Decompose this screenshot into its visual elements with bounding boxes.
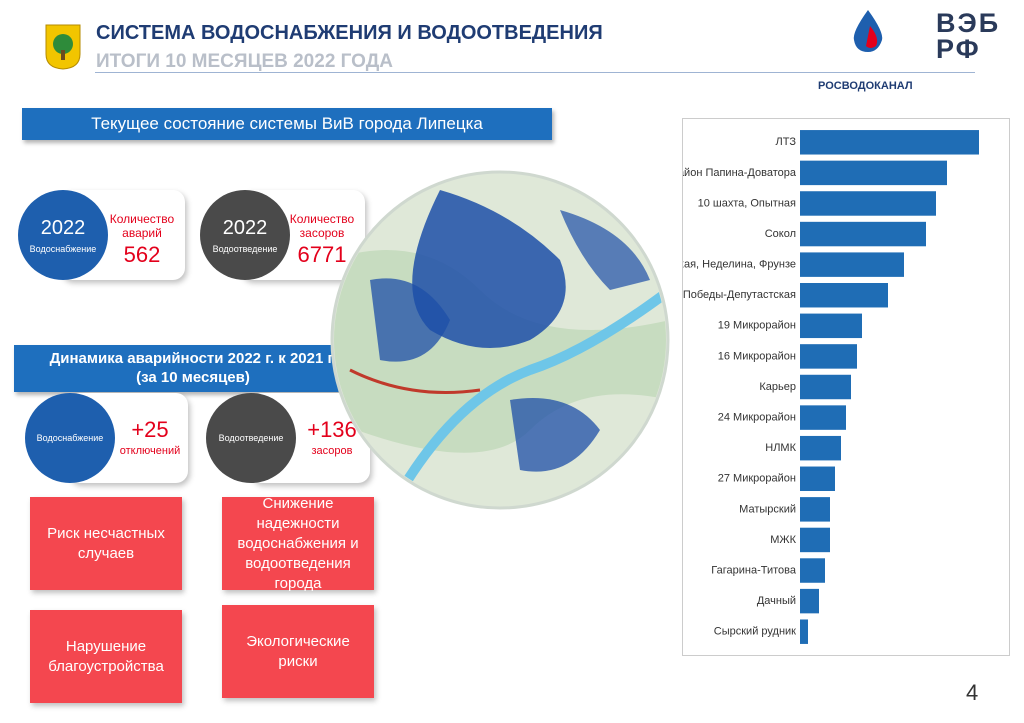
title: СИСТЕМА ВОДОСНАБЖЕНИЯ И ВОДООТВЕДЕНИЯ <box>96 22 603 44</box>
year: 2022 <box>222 216 268 239</box>
dynamics-value: +136 <box>307 417 357 442</box>
category-label: Сокол <box>765 228 796 240</box>
dynamics-circle: Водоотведение <box>206 393 296 483</box>
service: Водоснабжение <box>29 243 97 254</box>
bar <box>800 283 888 308</box>
bar <box>800 588 819 614</box>
stat-circle: 2022 Водоотведение <box>200 190 290 280</box>
service: Водоотведение <box>218 433 284 443</box>
bar <box>800 160 947 186</box>
bar <box>800 558 825 583</box>
category-label: 10 шахта, Опытная <box>698 197 796 209</box>
logo-text: РФ <box>936 34 981 64</box>
category-label: Гагарина-Титова <box>711 564 797 576</box>
bar <box>800 313 862 339</box>
coat-of-arms <box>45 24 81 70</box>
section-banner: Динамика аварийности 2022 г. к 2021 г. (з… <box>14 345 372 392</box>
service: Водоснабжение <box>36 433 104 443</box>
section-banner: Текущее состояние системы ВиВ города Лип… <box>22 108 552 140</box>
service: Водоотведение <box>212 243 278 254</box>
dynamics-unit: засоров <box>311 445 353 457</box>
dynamics-value: +25 <box>131 417 169 442</box>
stat-circle: 2022 Водоснабжение <box>18 190 108 280</box>
veb-logo: ВЭБ РФ <box>936 8 1001 64</box>
category-label: Дачный <box>757 595 796 607</box>
dynamics-unit: отключений <box>119 445 181 457</box>
bar <box>800 344 857 369</box>
dynamics-circle: Водоснабжение <box>25 393 115 483</box>
risk-box: Экологические риски <box>222 605 374 698</box>
stat-label: Количество засоров <box>289 212 355 240</box>
bar <box>800 619 808 644</box>
category-label: 19 Микрорайон <box>718 320 796 332</box>
category-label: Советская, Неделина, Фрунзе <box>683 259 796 271</box>
category-label: Сырский рудник <box>714 626 796 638</box>
bar <box>800 191 936 216</box>
risk-box: Снижение надежности водоснабжения и водо… <box>222 495 374 592</box>
category-label: Победы-Депутастская <box>683 289 796 301</box>
bar <box>800 130 979 155</box>
drop-logo <box>853 10 883 52</box>
bar <box>800 374 851 400</box>
bar <box>800 497 830 522</box>
bar-chart: ЛТЗ Район Папина-Доватора 10 шахта, Опытна… <box>643 130 979 644</box>
page-number: 4 <box>966 680 979 705</box>
category-label: Карьер <box>759 381 796 393</box>
risk-box: Нарушение благоустройства <box>30 610 182 703</box>
stat-value: 562 <box>123 242 161 267</box>
banner-line: Динамика аварийности 2022 г. к 2021 г. <box>49 350 337 367</box>
subtitle: ИТОГИ 10 МЕСЯЦЕВ 2022 ГОДА <box>96 51 393 72</box>
logo-text: ВЭБ <box>936 8 1001 38</box>
category-label: Матырский <box>739 503 796 515</box>
logo-text: РОСВОДОКАНАЛ <box>818 80 913 92</box>
map <box>330 170 670 510</box>
risk-box: Риск несчастных случаев <box>30 497 182 590</box>
stat-value: 6771 <box>297 242 347 267</box>
bar <box>800 435 841 461</box>
category-label: Район Папина-Доватора <box>683 167 797 179</box>
bar <box>800 527 830 553</box>
category-label: 16 Микрорайон <box>718 350 796 362</box>
category-label: 24 Микрорайон <box>718 411 796 423</box>
chart-panel: ЛТЗ Район Папина-Доватора 10 шахта, Опытна… <box>643 118 1010 656</box>
bar <box>800 252 904 277</box>
stat-label: Количество аварий <box>109 212 175 240</box>
banner-line: (за 10 месяцев) <box>136 369 250 386</box>
category-label: НЛМК <box>765 442 796 454</box>
year: 2022 <box>40 216 86 239</box>
header-rule <box>95 72 975 73</box>
bar <box>800 405 846 430</box>
category-label: МЖК <box>770 534 796 546</box>
category-label: ЛТЗ <box>776 136 797 148</box>
bar <box>800 466 835 491</box>
bar <box>800 221 926 247</box>
category-label: 27 Микрорайон <box>718 473 796 485</box>
